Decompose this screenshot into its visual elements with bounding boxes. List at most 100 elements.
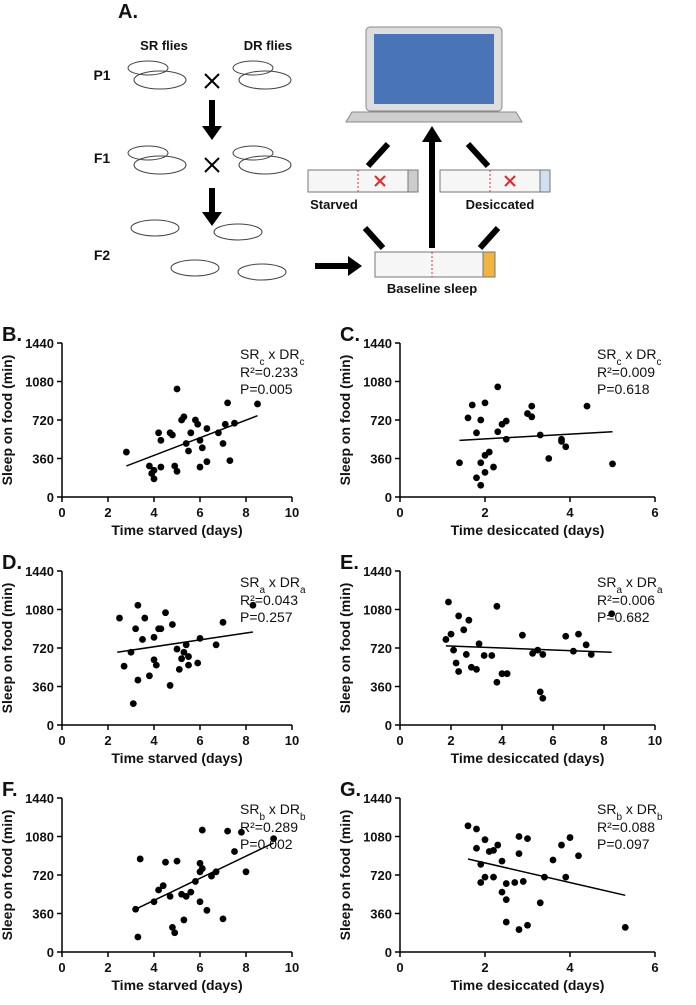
data-point — [146, 462, 153, 470]
genotype-part: a — [657, 585, 663, 596]
y-axis-label: Sleep on food (min) — [337, 810, 353, 941]
x-tick-label: 2 — [104, 505, 111, 520]
y-tick-label: 0 — [385, 718, 392, 733]
x-tick-label: 0 — [58, 960, 65, 975]
data-point — [536, 688, 544, 696]
data-point — [562, 632, 570, 640]
data-point — [464, 414, 472, 422]
genotype-part: c — [616, 357, 621, 368]
sr-label: SR flies — [140, 38, 188, 53]
arrowhead — [348, 256, 362, 276]
gen-label: F2 — [94, 247, 111, 263]
y-tick-label: 1440 — [363, 564, 392, 579]
y-tick-label: 360 — [32, 452, 54, 467]
y-tick-label: 720 — [370, 868, 392, 883]
y-tick-label: 720 — [32, 641, 54, 656]
data-point — [173, 467, 181, 475]
data-point — [462, 651, 470, 658]
data-point — [150, 475, 158, 483]
data-point — [196, 463, 204, 471]
genotype-part: SR — [240, 801, 259, 817]
data-point — [166, 682, 174, 689]
x-tick-label: 8 — [242, 733, 249, 748]
x-tick-label: 4 — [150, 505, 158, 520]
data-point — [473, 844, 480, 852]
data-point — [558, 841, 565, 849]
y-tick-label: 0 — [47, 490, 54, 505]
data-point — [481, 873, 489, 881]
data-point — [171, 462, 179, 470]
baseline-label: Baseline sleep — [387, 281, 477, 296]
data-point — [498, 670, 506, 678]
data-point — [515, 850, 523, 858]
p-value: P=0.682 — [597, 609, 650, 625]
genotype-part: a — [259, 585, 265, 596]
data-point — [549, 856, 557, 864]
genotype-part: c — [259, 357, 264, 368]
x-tick-label: 10 — [285, 505, 299, 520]
genotype-part: b — [657, 812, 663, 823]
data-point — [515, 833, 523, 840]
data-point — [150, 633, 158, 641]
data-point — [562, 443, 570, 451]
genotype: SRa x DRa — [240, 574, 306, 596]
x-tick-label: 6 — [196, 733, 203, 748]
data-point — [194, 659, 202, 667]
data-point — [477, 879, 485, 886]
r-squared: R²=0.043 — [240, 592, 298, 608]
panel-label: E. — [340, 552, 359, 574]
data-point — [490, 463, 497, 471]
arrow — [362, 140, 501, 251]
genotype-part: b — [616, 812, 622, 823]
regression-line — [467, 858, 626, 897]
data-point — [519, 878, 527, 885]
y-tick-label: 1080 — [25, 603, 54, 618]
x-tick-label: 8 — [600, 733, 607, 748]
r-squared: R²=0.233 — [240, 364, 298, 380]
data-point — [473, 429, 480, 437]
data-point — [481, 399, 489, 407]
x-tick-label: 6 — [196, 960, 203, 975]
x-tick-label: 0 — [396, 505, 403, 520]
data-point — [519, 631, 526, 639]
data-point — [187, 888, 195, 896]
y-tick-label: 360 — [370, 452, 392, 467]
data-point — [159, 882, 167, 890]
data-point — [123, 448, 130, 456]
data-point — [166, 892, 174, 900]
p-value: P=0.257 — [240, 609, 293, 625]
data-point — [231, 848, 238, 855]
panel-label: G. — [340, 779, 361, 801]
data-point — [182, 892, 190, 900]
r-squared: R²=0.006 — [597, 592, 655, 608]
y-tick-label: 1080 — [363, 830, 392, 845]
data-point — [477, 416, 485, 424]
data-point — [494, 841, 502, 849]
data-point — [212, 641, 220, 649]
x-tick-label: 6 — [651, 505, 658, 520]
data-point — [162, 858, 169, 866]
regression-line — [445, 645, 612, 654]
x-tick-label: 6 — [196, 505, 203, 520]
data-point — [219, 915, 227, 923]
data-point — [455, 612, 463, 620]
panel-label: D. — [2, 552, 22, 574]
starved-label: Starved — [310, 197, 358, 212]
data-point — [473, 474, 480, 482]
genotype-part: b — [300, 812, 306, 823]
y-tick-label: 360 — [370, 680, 392, 695]
genotype-part: x DR — [621, 346, 656, 362]
data-point — [178, 655, 186, 663]
panel-label: C. — [340, 324, 360, 346]
panel-label: A. — [118, 1, 138, 23]
data-point — [157, 436, 165, 444]
y-tick-label: 1440 — [363, 336, 392, 351]
data-point — [136, 855, 144, 863]
data-point — [502, 896, 510, 903]
data-point — [198, 444, 206, 452]
y-tick-label: 0 — [385, 490, 392, 505]
genotype-part: x DR — [622, 801, 657, 817]
data-point — [134, 601, 142, 609]
data-point — [536, 899, 544, 907]
data-point — [219, 618, 227, 626]
